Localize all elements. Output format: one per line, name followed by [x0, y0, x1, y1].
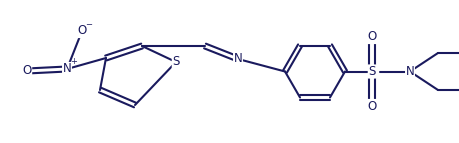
Text: N: N — [233, 52, 242, 65]
Text: N: N — [405, 65, 414, 78]
Text: O: O — [367, 30, 376, 43]
Text: −: − — [85, 20, 92, 29]
Text: O: O — [77, 24, 86, 37]
Text: N: N — [62, 62, 71, 76]
Text: +: + — [70, 57, 77, 66]
Text: S: S — [172, 55, 179, 68]
Text: S: S — [368, 65, 375, 78]
Text: O: O — [367, 100, 376, 113]
Text: O: O — [22, 64, 32, 78]
